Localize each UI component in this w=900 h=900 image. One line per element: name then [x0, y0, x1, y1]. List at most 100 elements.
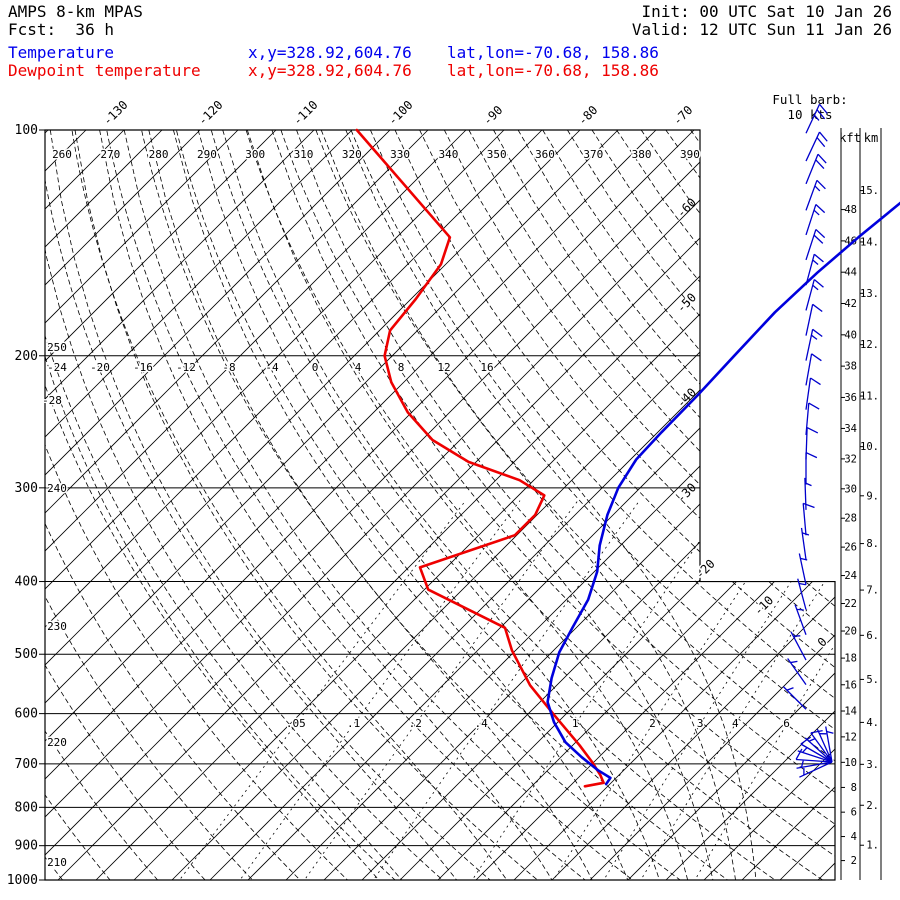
moist-adiabat-label: -28 — [42, 394, 62, 407]
kft-tick-label: 16 — [844, 679, 857, 691]
kft-tick-label: 12 — [844, 731, 857, 743]
dewpoint-legend-label: Dewpoint temperature — [8, 61, 201, 80]
mixing-ratio-lines — [166, 500, 835, 880]
pressure-tick-label: 900 — [15, 839, 38, 854]
model-name: AMPS 8-km MPAS — [8, 2, 143, 21]
km-tick-label: 6. — [866, 630, 879, 642]
kft-tick-label: 10 — [844, 757, 857, 769]
kft-tick-label: 8 — [851, 782, 857, 794]
km-tick-label: 2. — [866, 800, 879, 812]
barb-legend-line1: Full barb: — [772, 92, 847, 107]
pressure-tick-label: 100 — [15, 123, 38, 138]
isotherm-top-label: -100 — [385, 98, 415, 128]
mixing-ratio-label: 3 — [697, 717, 704, 730]
theta-top-label: 330 — [390, 148, 410, 161]
pressure-tick-label: 300 — [15, 481, 38, 496]
isotherm-inner-label: -10 — [751, 593, 776, 618]
theta-top-label: 310 — [294, 148, 314, 161]
moist-adiabat-label: -16 — [133, 361, 153, 374]
theta-top-label: 360 — [535, 148, 555, 161]
wind-barbs — [782, 103, 834, 778]
isotherm-lines — [45, 130, 835, 880]
theta-top-label: 280 — [149, 148, 169, 161]
km-axis-title: km — [864, 131, 878, 145]
pressure-tick-label: 800 — [15, 800, 38, 815]
kft-axis-title: kft — [839, 131, 861, 145]
theta-left-label: 210 — [47, 856, 67, 869]
dewpoint-xy: x,y=328.92,604.76 — [248, 61, 412, 80]
moist-adiabat-label: 4 — [355, 361, 362, 374]
kft-tick-label: 14 — [844, 706, 857, 718]
pressure-tick-label: 200 — [15, 349, 38, 364]
moist-adiabat-label: 16 — [480, 361, 493, 374]
kft-tick-label: 42 — [844, 298, 857, 310]
temperature-trace — [546, 201, 900, 786]
kft-tick-label: 6 — [851, 807, 857, 819]
mixing-ratio-label: .05 — [286, 717, 306, 730]
isotherm-top-label: -80 — [575, 103, 600, 128]
temperature-legend-label: Temperature — [8, 43, 114, 62]
temperature-xy: x,y=328.92,604.76 — [248, 43, 412, 62]
km-tick-label: 3. — [866, 759, 879, 771]
isotherm-top-label: -130 — [100, 98, 130, 128]
isotherm-right-label: -60 — [674, 195, 699, 220]
mixing-ratio-label: 2 — [649, 717, 656, 730]
isotherm-inner-label: -20 — [693, 557, 718, 582]
kft-tick-label: 46 — [844, 235, 857, 247]
mixing-ratio-label: 6 — [783, 717, 790, 730]
km-tick-label: 9. — [866, 490, 879, 502]
kft-tick-label: 30 — [844, 483, 857, 495]
theta-left-label: 220 — [47, 736, 67, 749]
km-tick-label: 12. — [860, 339, 879, 351]
moist-adiabat-label: 12 — [437, 361, 450, 374]
barb-legend: Full barb:10 kts — [772, 92, 847, 122]
theta-top-label: 390 — [680, 148, 700, 161]
kft-tick-label: 24 — [844, 570, 857, 582]
theta-top-label: 290 — [197, 148, 217, 161]
km-tick-label: 5. — [866, 674, 879, 686]
kft-tick-label: 22 — [844, 598, 857, 610]
kft-tick-label: 28 — [844, 513, 857, 525]
pressure-tick-label: 600 — [15, 707, 38, 722]
km-tick-label: 11. — [860, 391, 879, 403]
moist-adiabat-label: -8 — [222, 361, 235, 374]
moist-adiabat-label: -12 — [176, 361, 196, 374]
km-tick-label: 7. — [866, 585, 879, 597]
theta-left-label: 250 — [47, 341, 67, 354]
isobar-lines — [39, 129, 835, 881]
isotherm-top-label: -70 — [670, 103, 695, 128]
background-grid — [45, 130, 835, 880]
moist-adiabat-label: -4 — [265, 361, 279, 374]
dewpoint-latlon: lat,lon=-70.68, 158.86 — [447, 61, 659, 80]
init-time: Init: 00 UTC Sat 10 Jan 26 — [641, 2, 892, 21]
km-tick-label: 13. — [860, 288, 879, 300]
pressure-tick-label: 400 — [15, 575, 38, 590]
mixing-ratio-label: .4 — [474, 717, 488, 730]
moist-adiabat-label: 0 — [312, 361, 319, 374]
mixing-ratio-label: 1 — [572, 717, 579, 730]
kft-tick-label: 34 — [844, 423, 857, 435]
theta-top-label: 340 — [438, 148, 458, 161]
mixing-ratio-label: .2 — [409, 717, 422, 730]
plot-frame — [44, 129, 836, 881]
pressure-tick-label: 700 — [15, 757, 38, 772]
kft-tick-label: 44 — [844, 267, 857, 279]
temperature-latlon: lat,lon=-70.68, 158.86 — [447, 43, 659, 62]
theta-top-label: 260 — [52, 148, 72, 161]
theta-top-label: 270 — [100, 148, 120, 161]
theta-left-label: 230 — [47, 620, 67, 633]
theta-top-label: 350 — [487, 148, 507, 161]
km-tick-label: 8. — [866, 538, 879, 550]
theta-top-label: 320 — [342, 148, 362, 161]
kft-tick-label: 4 — [851, 831, 857, 843]
kft-tick-label: 2 — [851, 855, 857, 867]
mixing-ratio-label: 4 — [732, 717, 739, 730]
theta-top-label: 380 — [632, 148, 652, 161]
pressure-tick-label: 500 — [15, 647, 38, 662]
moist-adiabat-label: 8 — [398, 361, 405, 374]
km-tick-label: 1. — [866, 840, 879, 852]
dewpoint-trace — [355, 128, 605, 788]
forecast-hour: Fcst: 36 h — [8, 20, 114, 39]
